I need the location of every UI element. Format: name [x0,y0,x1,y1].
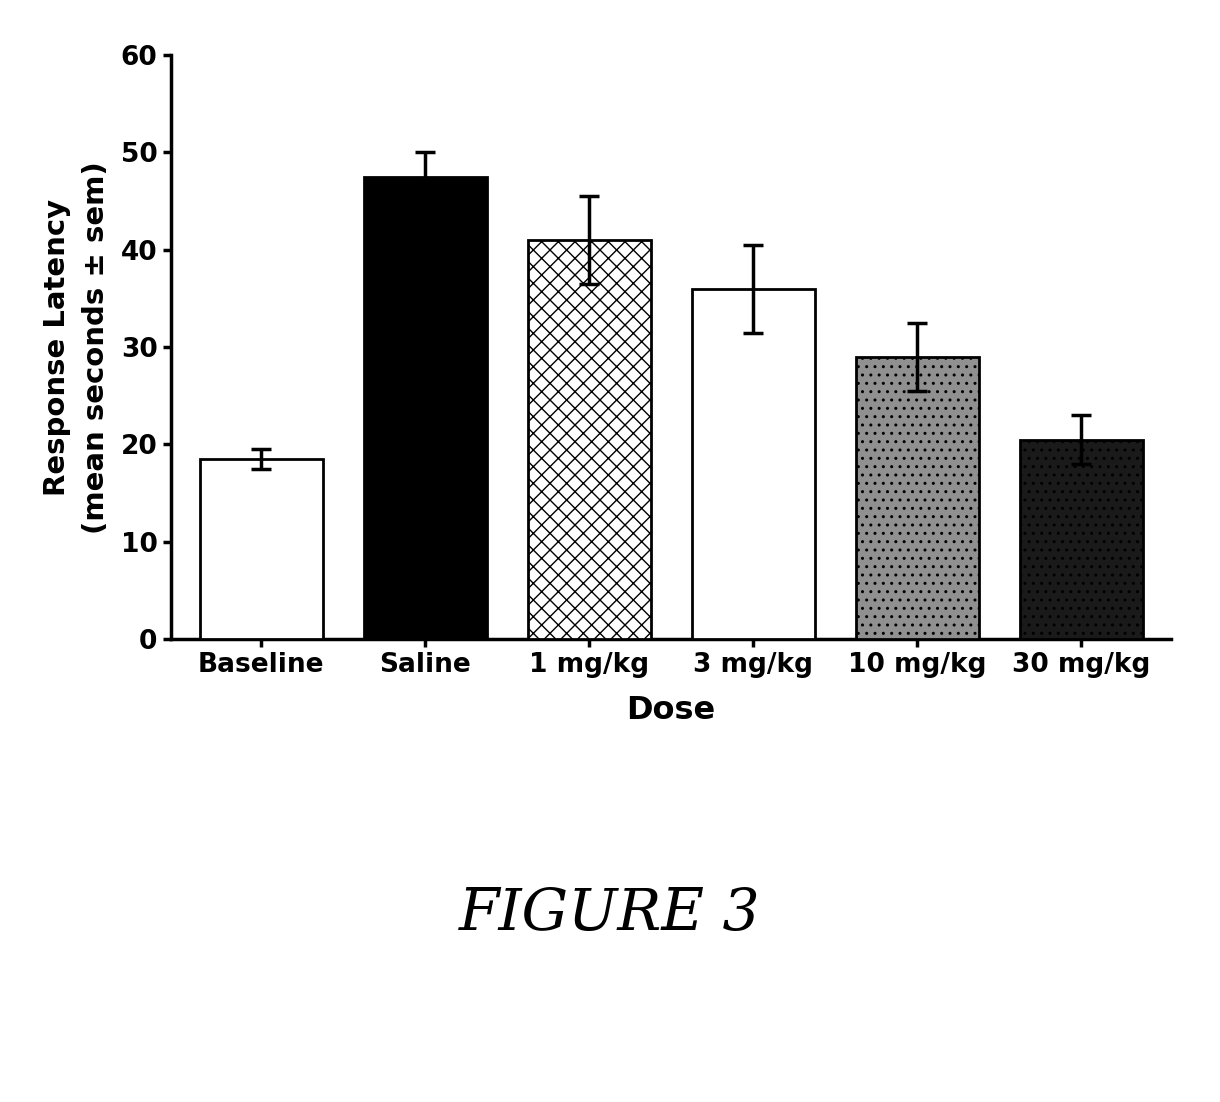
Bar [855,357,978,639]
Y-axis label: Response Latency
(mean seconds ± sem): Response Latency (mean seconds ± sem) [43,161,110,533]
Bar [364,176,487,639]
Text: FIGURE 3: FIGURE 3 [459,886,761,943]
Bar [200,460,322,639]
Bar [527,240,650,639]
Bar [692,289,815,639]
Bar [1020,440,1142,639]
X-axis label: Dose: Dose [626,695,716,726]
